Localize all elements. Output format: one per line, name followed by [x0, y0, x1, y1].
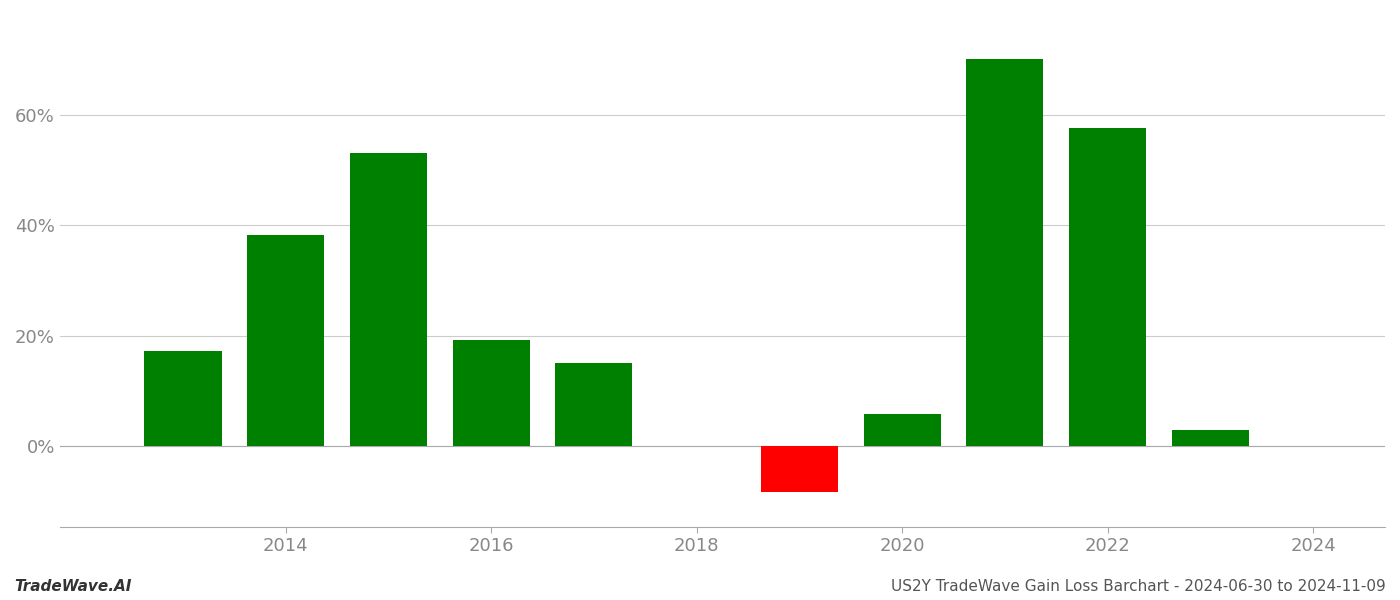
- Bar: [350, 153, 427, 446]
- Bar: [864, 415, 941, 446]
- Bar: [144, 351, 221, 446]
- Bar: [556, 364, 633, 446]
- Bar: [966, 59, 1043, 446]
- Bar: [1172, 430, 1249, 446]
- Bar: [452, 340, 529, 446]
- Text: TradeWave.AI: TradeWave.AI: [14, 579, 132, 594]
- Text: US2Y TradeWave Gain Loss Barchart - 2024-06-30 to 2024-11-09: US2Y TradeWave Gain Loss Barchart - 2024…: [892, 579, 1386, 594]
- Bar: [1070, 128, 1147, 446]
- Bar: [248, 235, 325, 446]
- Bar: [760, 446, 839, 492]
